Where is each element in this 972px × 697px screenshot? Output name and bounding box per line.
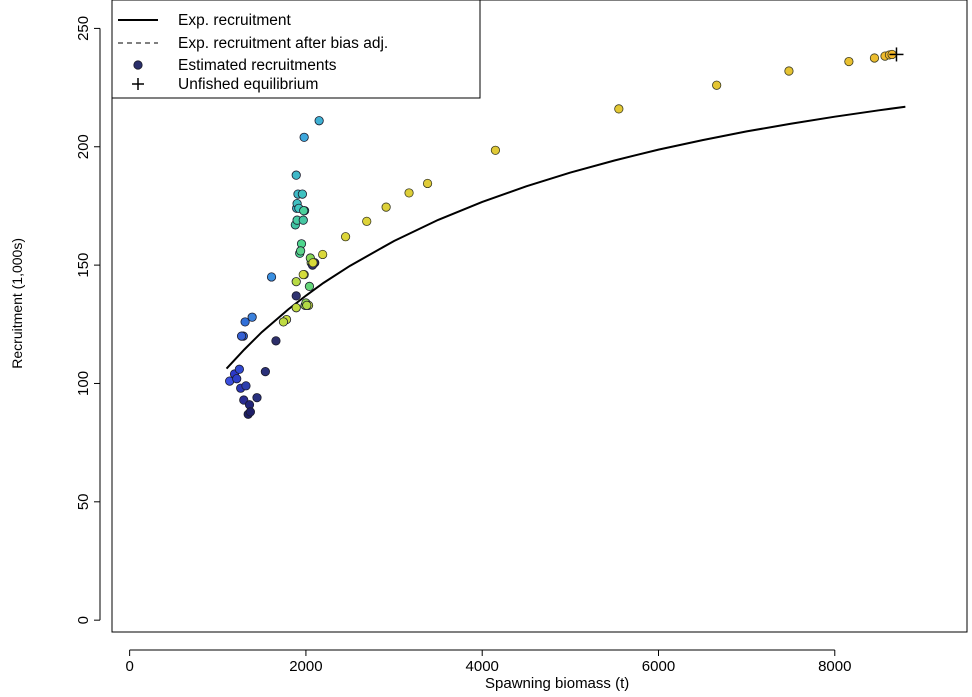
estimated-recruitment-point [291,277,301,287]
fitted-point [844,56,854,67]
legend-point [133,60,143,70]
fitted-point [318,249,328,260]
estimated-recruitment-point [232,374,242,384]
y-tick-label: 250 [75,16,92,41]
fitted-point [614,104,624,114]
fitted-point [404,188,414,198]
estimated-recruitment-point [296,246,306,256]
estimated-recruitment-point [247,312,257,322]
y-tick-label: 50 [75,493,92,510]
estimated-recruitment-point [260,367,270,377]
points-layer [225,47,904,419]
x-tick-label: 0 [125,658,133,675]
fitted-point [308,258,318,268]
estimated-recruitment-point [299,206,309,216]
estimated-recruitment-point [245,407,255,417]
x-axis-title: Spawning biomass (t) [485,675,629,692]
estimated-recruitment-point [291,291,301,301]
estimated-recruitment-point [278,317,289,327]
fitted-point [298,269,308,280]
estimated-recruitment-point [298,215,308,225]
plot-frame [111,0,968,633]
y-tick-label: 200 [75,134,92,159]
y-tick-label: 100 [75,371,92,396]
estimated-recruitment-point [291,303,301,313]
estimated-recruitment-point [297,189,307,199]
legend: Exp. recruitment Exp. recruitment after b… [111,0,481,99]
legend-label: Estimated recruitments [178,57,337,74]
y-axis-title: Recruitment (1,000s) [9,238,25,369]
y-tick-label: 150 [75,253,92,278]
fitted-point [490,145,501,155]
x-tick-label: 8000 [818,658,851,675]
estimated-recruitment-point [304,281,315,292]
estimated-recruitment-point [271,336,281,346]
estimated-recruitment-point [291,170,301,180]
fitted-point [712,80,722,90]
legend-label: Unfished equilibrium [178,76,318,93]
legend-label: Exp. recruitment [178,12,292,29]
estimated-recruitment-point [240,317,250,327]
axes: 0 2000 4000 6000 8000 0 50 100 150 200 250 [75,16,851,675]
fitted-point [381,202,391,212]
fitted-point [362,216,372,226]
estimated-recruitment-point [299,132,309,142]
estimated-recruitment-point [314,116,324,126]
estimated-recruitment-point [241,381,251,391]
estimated-recruitment-point [236,331,247,341]
x-tick-label: 6000 [642,658,675,675]
legend-box [111,0,481,99]
fitted-point [422,178,433,189]
estimated-recruitment-point [302,300,312,310]
expected-recruitment-curve [225,105,906,370]
x-tick-label: 4000 [466,658,499,675]
legend-label: Exp. recruitment after bias adj. [178,35,388,52]
fitted-point [784,66,794,76]
curve-line [225,105,906,370]
estimated-recruitment-point [266,272,277,282]
estimated-recruitment-point [252,393,262,403]
curve-bias-adj-line [226,106,906,369]
fitted-point [340,232,351,242]
y-tick-label: 0 [75,616,92,624]
x-tick-label: 2000 [289,658,322,675]
fitted-point [869,53,880,63]
estimated-recruitment-point [234,364,244,374]
